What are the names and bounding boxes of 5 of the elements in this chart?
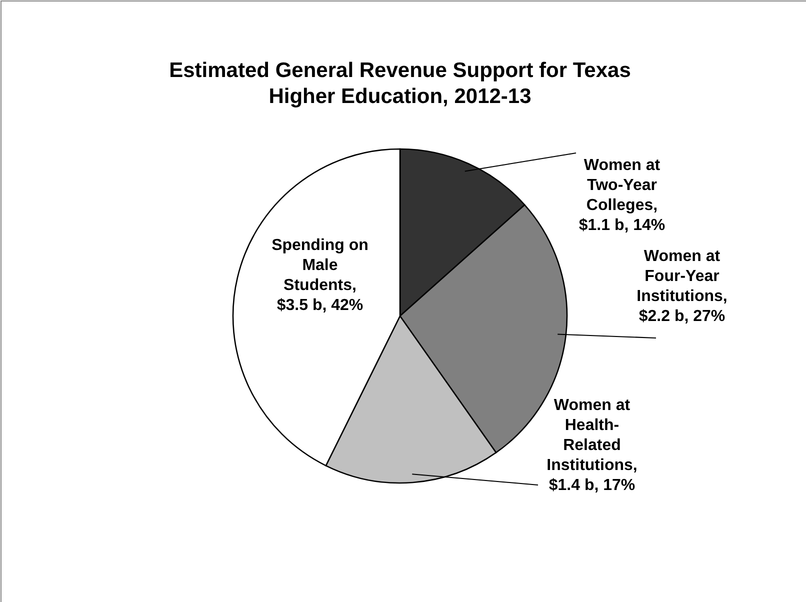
slice-label: Spending on Male Students, $3.5 b, 42%: [272, 237, 368, 314]
slice-label: Women at Two-Year Colleges, $1.1 b, 14%: [578, 157, 666, 234]
slice-label: Women at Health-Related Institutions, $1.4 b, 17%: [546, 397, 638, 494]
slice-label: Women at Four-Year Institutions, $2.2 b, 27%: [636, 248, 728, 325]
chart-title: Estimated General Revenue Support for Texas Higher Education, 2012-13: [169, 59, 631, 108]
